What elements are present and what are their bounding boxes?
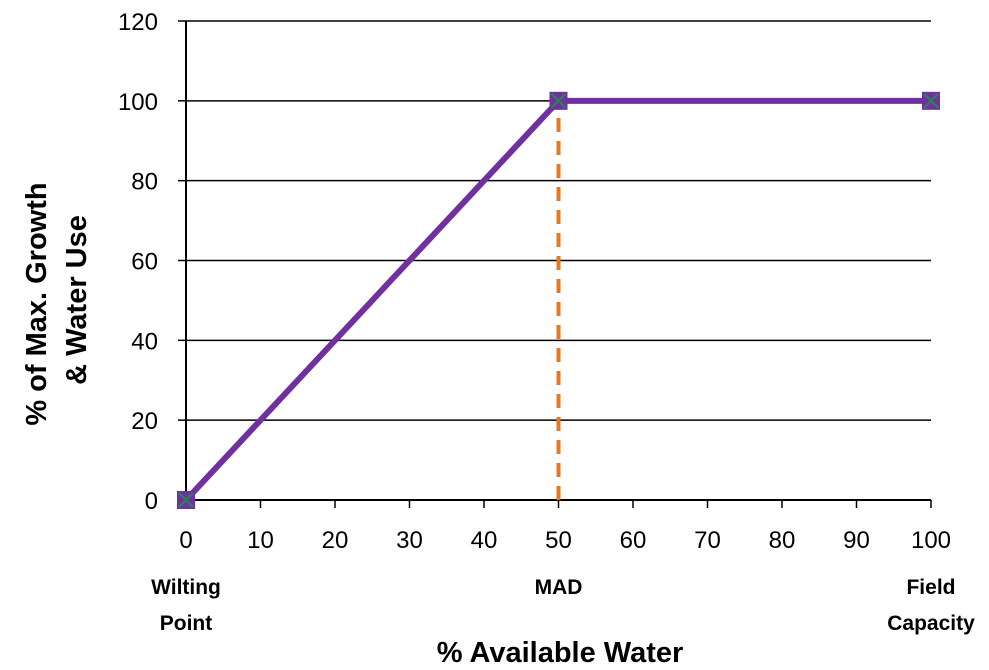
point-x-marker-b <box>550 92 567 109</box>
x-axis-title: % Available Water <box>437 637 684 669</box>
x-tick-label-70: 70 <box>694 527 721 554</box>
category-label-mad: MAD <box>535 576 583 599</box>
y-axis-title: % of Max. Growth & Water Use <box>21 174 93 425</box>
category-labels: Wilting Point MAD Field Capacity <box>151 576 975 635</box>
data-point-0-0 <box>177 491 195 509</box>
series-group <box>177 91 940 509</box>
y-tick-labels: 0 20 40 60 80 100 120 <box>118 9 158 515</box>
y-axis-title-line-2: & Water Use <box>61 215 93 385</box>
x-tick-label-10: 10 <box>247 527 274 554</box>
point-x-marker-b <box>923 92 939 109</box>
x-tick-label-90: 90 <box>843 527 870 554</box>
x-tick-label-20: 20 <box>322 527 349 554</box>
category-label-field: Field <box>906 576 955 599</box>
x-tick-labels: 0 10 20 30 40 50 60 70 80 90 100 <box>179 527 951 554</box>
y-tick-label-60: 60 <box>131 249 158 276</box>
category-label-wilting: Wilting <box>151 576 221 599</box>
y-tick-label-20: 20 <box>131 408 158 435</box>
y-tick-label-0: 0 <box>145 488 158 515</box>
point-x-marker-b <box>178 492 194 508</box>
data-point-100-100 <box>922 91 940 110</box>
y-axis-title-line-1: % of Max. Growth <box>21 182 53 425</box>
x-tick-label-50: 50 <box>545 527 572 554</box>
x-tick-label-40: 40 <box>471 527 498 554</box>
y-tick-label-80: 80 <box>131 169 158 196</box>
category-label-capacity: Capacity <box>887 612 975 635</box>
category-label-point: Point <box>160 612 213 635</box>
x-tick-label-60: 60 <box>620 527 647 554</box>
y-tick-label-100: 100 <box>118 89 158 116</box>
x-tick-label-0: 0 <box>179 527 192 554</box>
y-tick-label-40: 40 <box>131 328 158 355</box>
data-point-50-100 <box>549 91 568 110</box>
x-tick-label-100: 100 <box>911 527 951 554</box>
x-tick-label-30: 30 <box>396 527 423 554</box>
y-tick-label-120: 120 <box>118 9 158 36</box>
x-tick-label-80: 80 <box>769 527 796 554</box>
